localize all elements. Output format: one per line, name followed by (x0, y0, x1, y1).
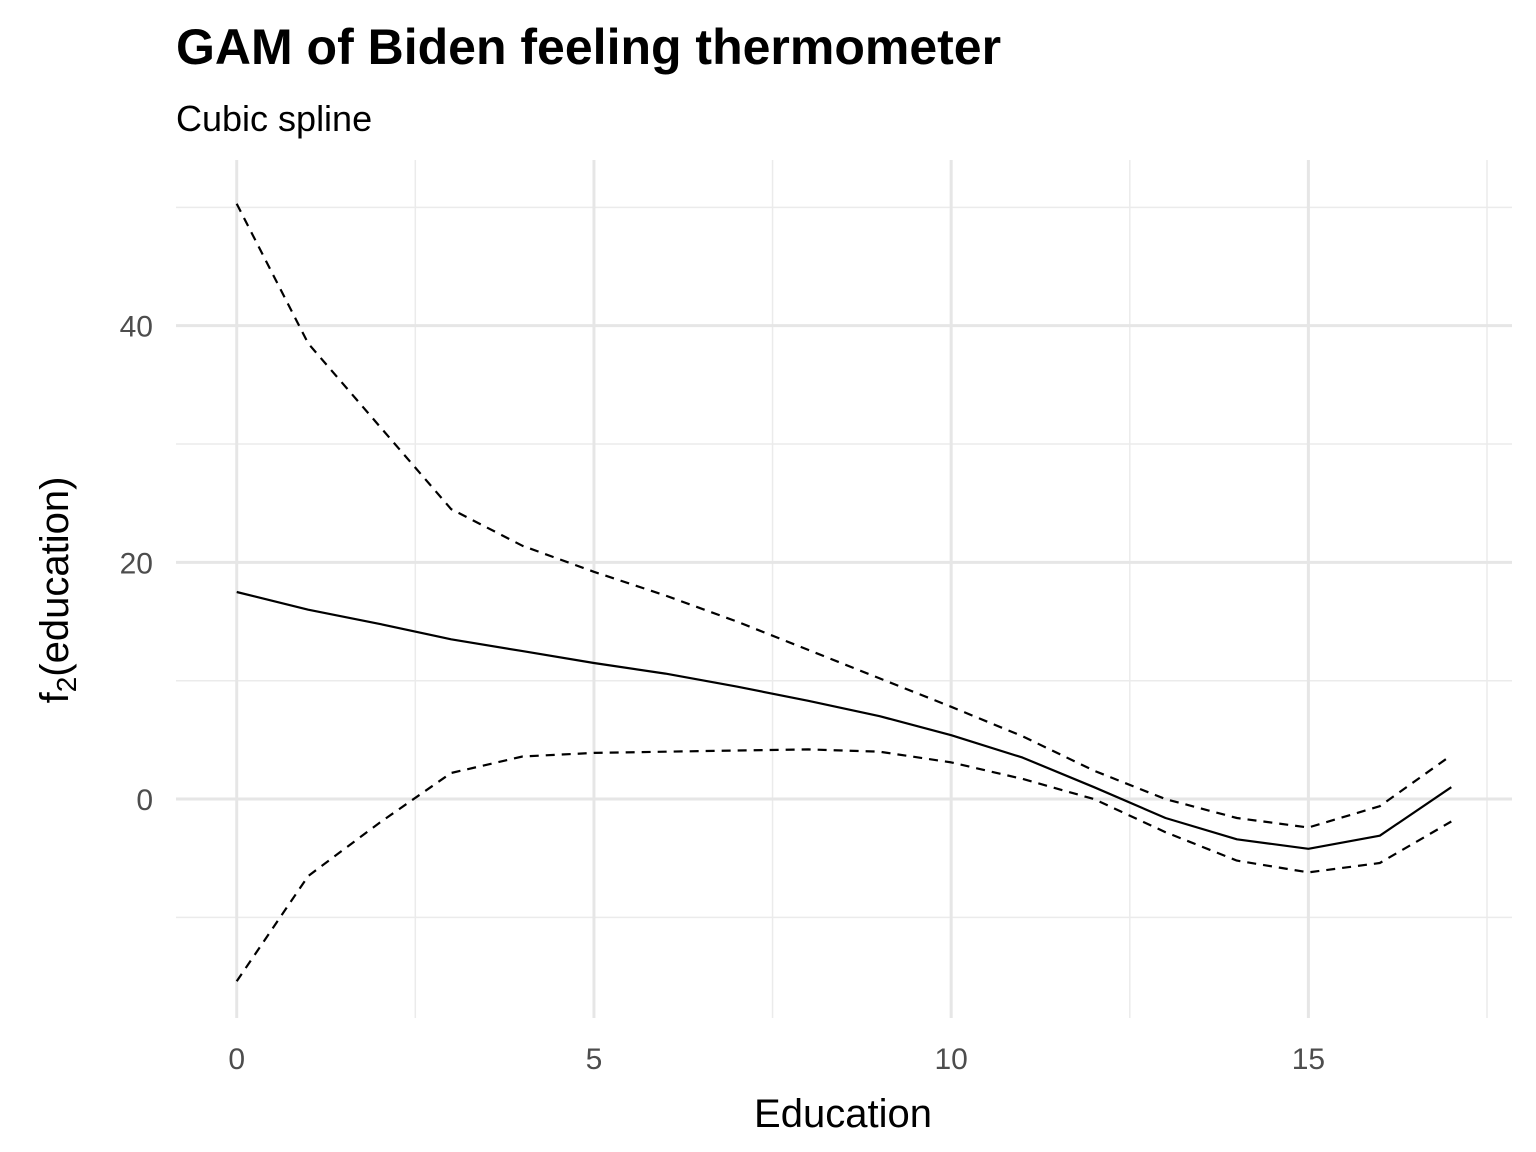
y-tick-label-0: 0 (136, 784, 153, 817)
chart-title: GAM of Biden feeling thermometer (176, 19, 1002, 75)
series-layer (235, 203, 1452, 982)
y-axis-title-rest: (education) (33, 477, 77, 677)
x-tick-label-0: 0 (228, 1043, 245, 1076)
y-tick-label-1: 20 (120, 547, 153, 580)
x-tick-label-3: 15 (1292, 1043, 1325, 1076)
confidence-band-line-1 (235, 203, 1452, 829)
y-axis-title-base: f (33, 691, 77, 703)
y-tick-labels: 0 20 40 (120, 311, 153, 817)
y-axis-title-subscript: 2 (51, 677, 82, 693)
x-tick-label-1: 5 (586, 1043, 603, 1076)
chart-subtitle: Cubic spline (176, 98, 373, 139)
minor-gridlines (176, 160, 1512, 1018)
confidence-band-line-2 (235, 748, 1452, 982)
fit-line-0 (236, 590, 1452, 850)
x-tick-label-2: 10 (934, 1043, 967, 1076)
x-axis-title: Education (754, 1092, 932, 1136)
x-tick-labels: 0 5 10 15 (228, 1043, 1325, 1076)
y-axis-title: f2(education) (33, 477, 82, 704)
y-tick-label-2: 40 (120, 311, 153, 344)
major-gridlines (176, 160, 1512, 1018)
